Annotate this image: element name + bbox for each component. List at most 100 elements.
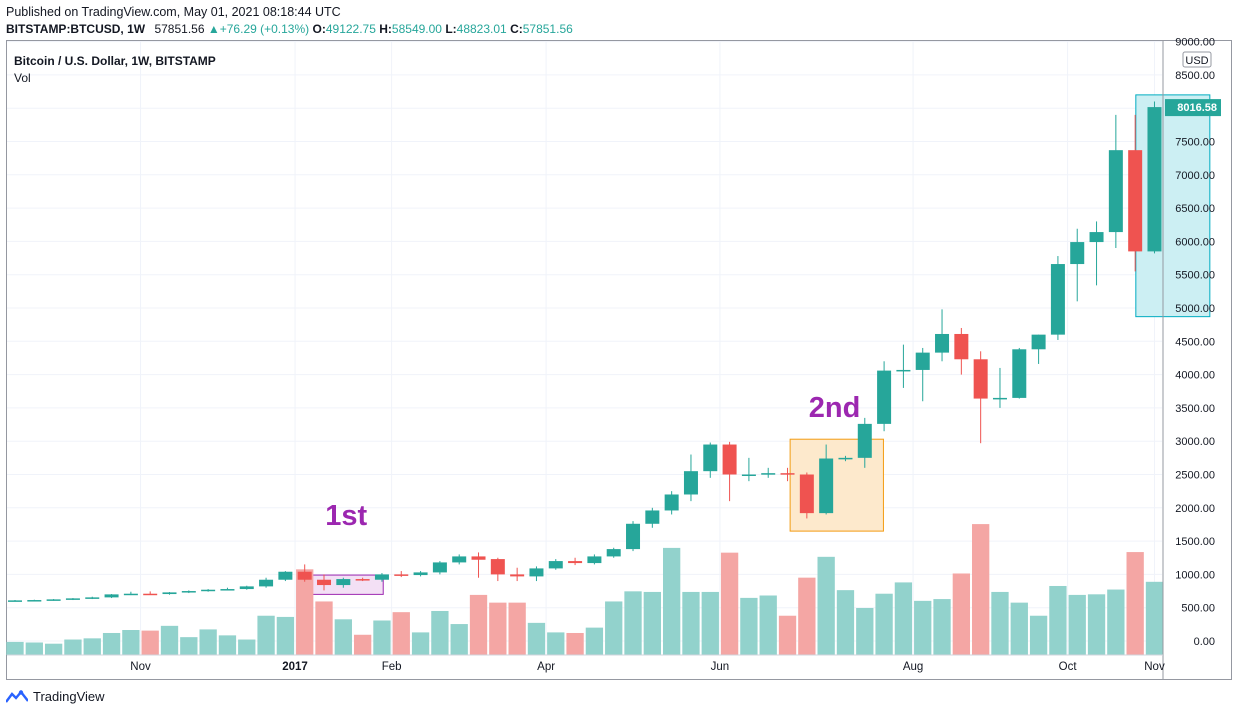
volume-bar <box>566 632 584 655</box>
volume-bar <box>25 642 43 655</box>
y-tick-label: 4500.00 <box>1175 336 1215 348</box>
candle-body <box>374 574 389 580</box>
volume-bar <box>64 639 82 655</box>
candle-body <box>8 600 22 602</box>
candle <box>626 521 641 552</box>
volume-bar <box>508 602 526 655</box>
candle <box>336 577 351 588</box>
x-tick-label: Oct <box>1059 661 1078 673</box>
volume-bar <box>353 634 372 655</box>
volume-bar <box>411 632 430 655</box>
candle <box>46 599 61 601</box>
candle <box>857 417 872 468</box>
candle <box>877 361 892 432</box>
volume-legend: Vol <box>14 71 31 85</box>
candle <box>297 564 312 582</box>
y-tick-label: 6500.00 <box>1175 203 1215 215</box>
volume-bar <box>972 524 990 655</box>
volume-bar <box>489 602 507 655</box>
price-change: +76.29 (+0.13%) <box>219 22 310 36</box>
y-tick-label: 3000.00 <box>1175 436 1215 448</box>
volume-bar <box>141 630 159 655</box>
candle <box>683 454 698 502</box>
y-tick-label: 2500.00 <box>1175 470 1215 482</box>
candle-body <box>1050 264 1065 335</box>
y-tick-label: 7500.00 <box>1175 137 1215 149</box>
high-label: H: <box>379 22 392 36</box>
candle-body <box>336 579 351 586</box>
candle <box>355 577 370 582</box>
volume-bar <box>1126 552 1144 655</box>
candle <box>510 567 525 582</box>
y-tick-label: 8500.00 <box>1175 70 1215 82</box>
volume-bar <box>585 627 604 655</box>
volume-bar <box>373 620 391 655</box>
volume-bar <box>1068 594 1086 655</box>
volume-bar <box>759 595 777 655</box>
candle <box>1128 114 1143 272</box>
candle-body <box>587 556 602 564</box>
candle-body <box>471 556 486 560</box>
candle <box>432 561 447 575</box>
last-price: 57851.56 <box>154 22 205 36</box>
y-tick-label: 5500.00 <box>1175 270 1215 282</box>
candle <box>374 573 389 582</box>
x-tick-label: 2017 <box>282 661 308 673</box>
low-label: L: <box>445 22 457 36</box>
volume-bar <box>431 610 449 655</box>
candle <box>123 591 138 596</box>
volume-bar <box>1029 615 1048 655</box>
candle <box>104 594 119 599</box>
candle-body <box>85 597 100 599</box>
candle-body <box>973 359 988 399</box>
footer-brand[interactable]: TradingView <box>6 689 105 704</box>
volume-bar <box>44 643 63 655</box>
y-tick-label: 4000.00 <box>1175 370 1215 382</box>
candle <box>1012 347 1027 399</box>
x-tick-label: Aug <box>903 661 923 673</box>
volume-bar <box>1049 585 1067 655</box>
candle-body <box>664 494 679 511</box>
candle-body <box>1031 334 1046 350</box>
x-tick-label: Feb <box>382 661 402 673</box>
volume-bar <box>933 599 951 655</box>
candle <box>703 442 718 478</box>
grid-lines <box>7 41 1162 655</box>
volume-bar <box>218 635 237 655</box>
volume-bar <box>122 630 140 655</box>
up-arrow-icon: ▲ <box>207 22 220 36</box>
symbol-ohlc-bar: BITSTAMP:BTCUSD, 1W 57851.56 ▲+76.29 (+0… <box>6 22 573 36</box>
candle <box>143 591 158 596</box>
candle-body <box>1012 349 1027 398</box>
chart-frame[interactable] <box>6 40 1232 680</box>
candle <box>27 599 42 602</box>
candle <box>1031 334 1046 364</box>
candle-body <box>954 333 969 360</box>
candle <box>8 600 22 602</box>
volume-bars <box>6 524 1164 655</box>
volume-bar <box>257 615 275 655</box>
volume-bar <box>856 607 874 655</box>
candle-body <box>452 556 467 563</box>
volume-bar <box>836 590 855 655</box>
volume-bar <box>701 591 719 655</box>
candle-body <box>645 510 660 524</box>
candle <box>471 552 486 578</box>
candle-body <box>838 457 853 460</box>
x-tick-label: Jun <box>711 661 730 673</box>
candle-body <box>27 600 42 602</box>
volume-bar <box>624 591 642 655</box>
candle-body <box>123 593 138 596</box>
candle-body <box>1070 242 1085 265</box>
volume-bar <box>238 639 256 655</box>
candle <box>587 554 602 565</box>
candle <box>85 596 100 600</box>
candle-body <box>1128 150 1143 252</box>
open-label: O: <box>312 22 326 36</box>
candle-body <box>143 593 158 596</box>
volume-bar <box>682 591 700 655</box>
published-info: Published on TradingView.com, May 01, 20… <box>6 5 341 19</box>
candle-body <box>548 561 563 569</box>
candle <box>1070 228 1085 302</box>
